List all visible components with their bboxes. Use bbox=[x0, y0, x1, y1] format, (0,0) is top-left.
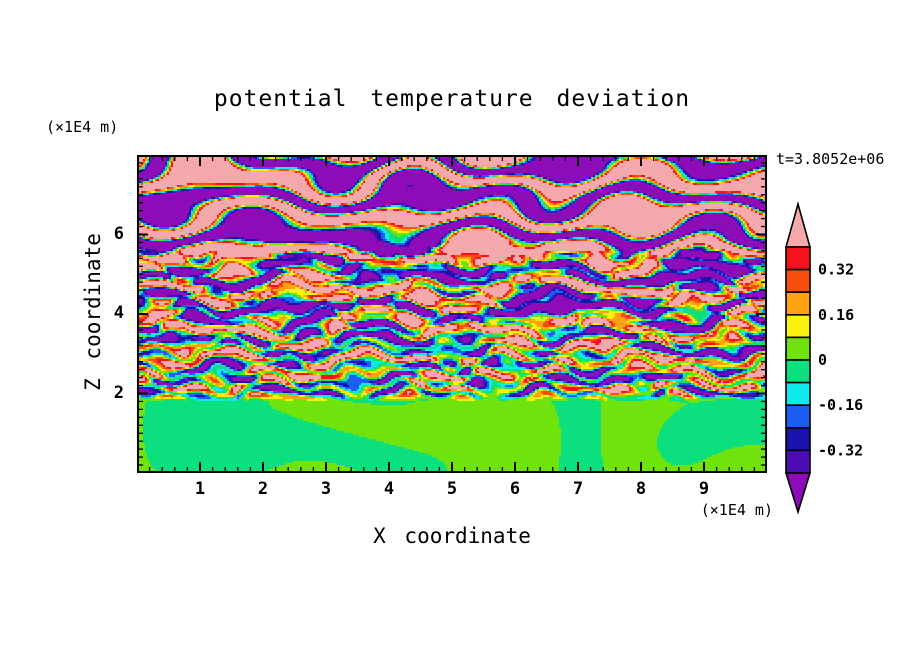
colorbar-over-arrow bbox=[784, 201, 812, 248]
colorbar-segment bbox=[785, 427, 811, 452]
colorbar-label: 0.16 bbox=[818, 306, 854, 324]
colorbar-under-arrow bbox=[784, 472, 812, 515]
z-axis-unit-label: (×1E4 m) bbox=[46, 118, 119, 136]
colorbar-segment bbox=[785, 314, 811, 339]
x-tick-label: 9 bbox=[698, 479, 710, 499]
colorbar-label: 0.32 bbox=[818, 261, 854, 279]
colorbar-label: -0.16 bbox=[818, 396, 863, 414]
z-tick-label: 6 bbox=[113, 223, 124, 244]
x-tick-label: 6 bbox=[509, 479, 521, 499]
x-tick-label: 4 bbox=[383, 479, 395, 499]
x-tick-label: 2 bbox=[257, 479, 269, 499]
chart-title: potential temperature deviation bbox=[213, 86, 691, 112]
x-tick-label: 1 bbox=[194, 479, 206, 499]
colorbar-segment bbox=[785, 336, 811, 361]
plot-border bbox=[137, 155, 767, 473]
x-axis-title: X coordinate bbox=[373, 524, 531, 548]
colorbar-segment bbox=[785, 291, 811, 316]
colorbar-label: -0.32 bbox=[818, 441, 863, 459]
colorbar-segment bbox=[785, 246, 811, 271]
x-axis-unit-label: (×1E4 m) bbox=[700, 501, 773, 519]
time-annotation: t=3.8052e+06 bbox=[776, 150, 885, 168]
colorbar-segment bbox=[785, 381, 811, 407]
colorbar-segment bbox=[785, 268, 811, 293]
x-tick-label: 7 bbox=[572, 479, 584, 499]
colorbar-segment bbox=[785, 404, 811, 429]
x-tick-label: 3 bbox=[320, 479, 332, 499]
x-tick-label: 8 bbox=[635, 479, 647, 499]
x-tick-label: 5 bbox=[446, 479, 458, 499]
plot-frame-and-ticks bbox=[137, 155, 767, 473]
colorbar-segment bbox=[785, 359, 811, 384]
colorbar-label: 0 bbox=[818, 351, 827, 369]
contour-plot-area bbox=[137, 155, 767, 473]
contour-field-canvas bbox=[137, 155, 767, 473]
z-tick-label: 4 bbox=[113, 303, 124, 323]
colorbar: 0.32 0.16 0 -0.16 -0.32 bbox=[784, 201, 863, 515]
colorbar-segment bbox=[785, 449, 811, 474]
z-tick-label: 2 bbox=[113, 382, 124, 403]
